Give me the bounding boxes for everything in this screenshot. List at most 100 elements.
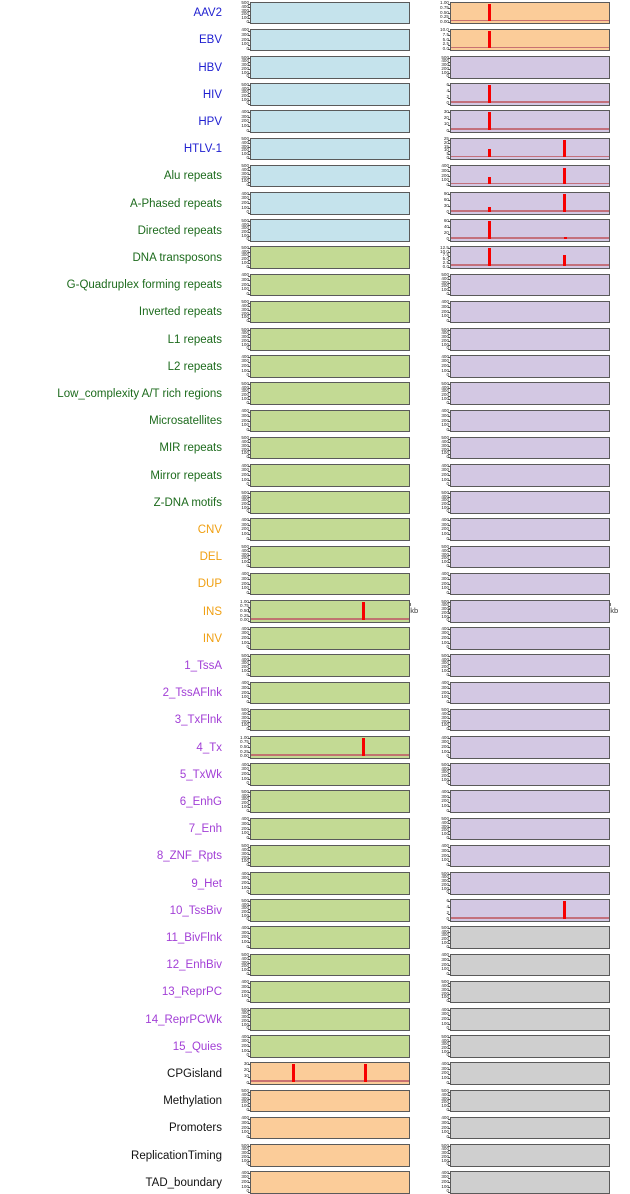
track-box-panel-b-inverted-repeats[interactable]: [450, 300, 610, 324]
track-box-panel-b-6-enhg[interactable]: [450, 790, 610, 813]
track-box-panel-a-htlv-1[interactable]: [250, 137, 410, 161]
track-box-panel-a-cpgisland[interactable]: [250, 1062, 410, 1085]
y-tick-mark: [248, 348, 250, 350]
track-box-panel-a-methylation[interactable]: [250, 1089, 410, 1113]
track-label-inverted-repeats: Inverted repeats: [138, 306, 222, 319]
track-box-panel-b-low-complexity-a-t-rich-regions[interactable]: [450, 382, 610, 405]
track-box-panel-a-11-bivflnk[interactable]: [250, 926, 410, 949]
track-box-panel-b-htlv-1[interactable]: [450, 137, 610, 161]
track-box-panel-b-13-reprpc[interactable]: [450, 980, 610, 1004]
track-box-panel-a-7-enh[interactable]: [250, 817, 410, 841]
track-box-panel-b-hbv[interactable]: [450, 55, 610, 79]
track-box-panel-a-alu-repeats[interactable]: [250, 164, 410, 188]
track-box-panel-a-z-dna-motifs[interactable]: [250, 491, 410, 514]
track-box-panel-b-12-enhbiv[interactable]: [450, 953, 610, 977]
track-box-panel-b-inv[interactable]: [450, 627, 610, 650]
track-box-panel-b-hiv[interactable]: [450, 83, 610, 106]
track-box-panel-a-inv[interactable]: [250, 627, 410, 650]
y-tick-mark: [248, 10, 250, 12]
track-box-panel-b-cnv[interactable]: [450, 518, 610, 541]
track-box-panel-b-hpv[interactable]: [450, 110, 610, 133]
track-box-panel-b-ins[interactable]: [450, 599, 610, 623]
track-box-panel-b-l2-repeats[interactable]: [450, 355, 610, 378]
track-box-panel-b-15-quies[interactable]: [450, 1035, 610, 1058]
track-box-panel-b-cpgisland[interactable]: [450, 1062, 610, 1085]
track-box-panel-b-del[interactable]: [450, 545, 610, 569]
track-box-panel-a-low-complexity-a-t-rich-regions[interactable]: [250, 382, 410, 405]
track-box-panel-b-directed-repeats[interactable]: [450, 219, 610, 242]
track-box-panel-a-dna-transposons[interactable]: [250, 246, 410, 269]
track-box-panel-b-14-reprpcwk[interactable]: [450, 1007, 610, 1031]
track-box-panel-a-1-tssa[interactable]: [250, 654, 410, 677]
track-box-panel-b-z-dna-motifs[interactable]: [450, 491, 610, 514]
track-box-panel-a-ebv[interactable]: [250, 28, 410, 52]
track-box-panel-b-mir-repeats[interactable]: [450, 436, 610, 460]
track-box-panel-a-hiv[interactable]: [250, 83, 410, 106]
track-box-panel-a-hbv[interactable]: [250, 55, 410, 79]
track-box-panel-b-3-txflnk[interactable]: [450, 708, 610, 732]
track-box-panel-a-5-txwk[interactable]: [250, 763, 410, 786]
y-tick-label: 30: [443, 109, 449, 114]
track-box-panel-a-6-enhg[interactable]: [250, 790, 410, 813]
track-box-panel-a-10-tssbiv[interactable]: [250, 899, 410, 922]
track-box-panel-a-dup[interactable]: [250, 572, 410, 596]
track-box-panel-a-del[interactable]: [250, 545, 410, 569]
y-tick-mark: [248, 150, 250, 152]
track-box-panel-a-l2-repeats[interactable]: [250, 355, 410, 378]
track-box-panel-b-10-tssbiv[interactable]: [450, 899, 610, 922]
track-box-panel-b-replicationtiming[interactable]: [450, 1143, 610, 1167]
y-tick-mark: [248, 3, 250, 5]
track-box-panel-a-microsatellites[interactable]: [250, 409, 410, 433]
track-box-panel-a-15-quies[interactable]: [250, 1035, 410, 1058]
track-box-panel-b-dna-transposons[interactable]: [450, 246, 610, 269]
track-box-panel-a-14-reprpcwk[interactable]: [250, 1007, 410, 1031]
track-panel-b[interactable]: 05kb10kb15kb20kb 0.000.250.500.751.000.0…: [428, 0, 624, 1194]
track-box-panel-a-ins[interactable]: [250, 599, 410, 623]
y-tick-mark: [448, 248, 450, 250]
track-box-panel-a-8-znf-rpts[interactable]: [250, 844, 410, 868]
track-box-panel-b-microsatellites[interactable]: [450, 409, 610, 433]
track-box-panel-a-12-enhbiv[interactable]: [250, 953, 410, 977]
track-box-panel-a-promoters[interactable]: [250, 1116, 410, 1140]
track-box-panel-a-4-tx[interactable]: [250, 735, 410, 759]
track-box-panel-b-7-enh[interactable]: [450, 817, 610, 841]
track-box-panel-a-cnv[interactable]: [250, 518, 410, 541]
track-box-panel-b-1-tssa[interactable]: [450, 654, 610, 677]
track-box-panel-a-13-reprpc[interactable]: [250, 980, 410, 1004]
track-box-panel-b-tad-boundary[interactable]: [450, 1171, 610, 1194]
track-box-panel-a-l1-repeats[interactable]: [250, 327, 410, 351]
y-tick-mark: [448, 551, 450, 553]
track-box-panel-a-g-quadruplex-forming-repeats[interactable]: [250, 273, 410, 297]
track-box-panel-b-promoters[interactable]: [450, 1116, 610, 1140]
track-box-panel-a-9-het[interactable]: [250, 871, 410, 895]
track-label-inv: INV: [202, 632, 222, 645]
track-box-panel-a-mir-repeats[interactable]: [250, 436, 410, 460]
track-box-panel-b-ebv[interactable]: [450, 28, 610, 52]
track-box-panel-b-alu-repeats[interactable]: [450, 164, 610, 188]
track-box-panel-b-a-phased-repeats[interactable]: [450, 191, 610, 215]
track-box-panel-b-mirror-repeats[interactable]: [450, 463, 610, 487]
track-box-panel-b-l1-repeats[interactable]: [450, 327, 610, 351]
track-box-panel-b-11-bivflnk[interactable]: [450, 926, 610, 949]
track-panel-a[interactable]: 05kb10kb15kb20kb 01002003004005000100200…: [228, 0, 424, 1194]
track-box-panel-b-g-quadruplex-forming-repeats[interactable]: [450, 273, 610, 297]
track-box-panel-a-a-phased-repeats[interactable]: [250, 191, 410, 215]
track-box-panel-a-hpv[interactable]: [250, 110, 410, 133]
track-box-panel-a-aav2[interactable]: [250, 1, 410, 25]
track-box-panel-a-tad-boundary[interactable]: [250, 1171, 410, 1194]
track-box-panel-b-4-tx[interactable]: [450, 735, 610, 759]
track-box-panel-b-methylation[interactable]: [450, 1089, 610, 1113]
track-box-panel-a-inverted-repeats[interactable]: [250, 300, 410, 324]
track-box-panel-a-directed-repeats[interactable]: [250, 219, 410, 242]
track-box-panel-b-aav2[interactable]: [450, 1, 610, 25]
track-box-panel-b-dup[interactable]: [450, 572, 610, 596]
track-box-panel-a-mirror-repeats[interactable]: [250, 463, 410, 487]
track-box-panel-a-3-txflnk[interactable]: [250, 708, 410, 732]
track-box-panel-a-replicationtiming[interactable]: [250, 1143, 410, 1167]
track-box-panel-b-8-znf-rpts[interactable]: [450, 844, 610, 868]
track-box-panel-b-5-txwk[interactable]: [450, 763, 610, 786]
track-box-panel-b-2-tssaflnk[interactable]: [450, 681, 610, 705]
track-box-panel-a-2-tssaflnk[interactable]: [250, 681, 410, 705]
track-box-panel-b-9-het[interactable]: [450, 871, 610, 895]
